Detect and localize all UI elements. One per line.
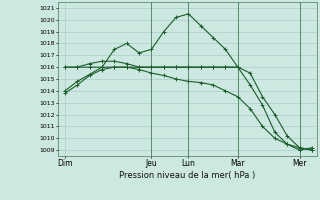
X-axis label: Pression niveau de la mer( hPa ): Pression niveau de la mer( hPa ) (119, 171, 255, 180)
